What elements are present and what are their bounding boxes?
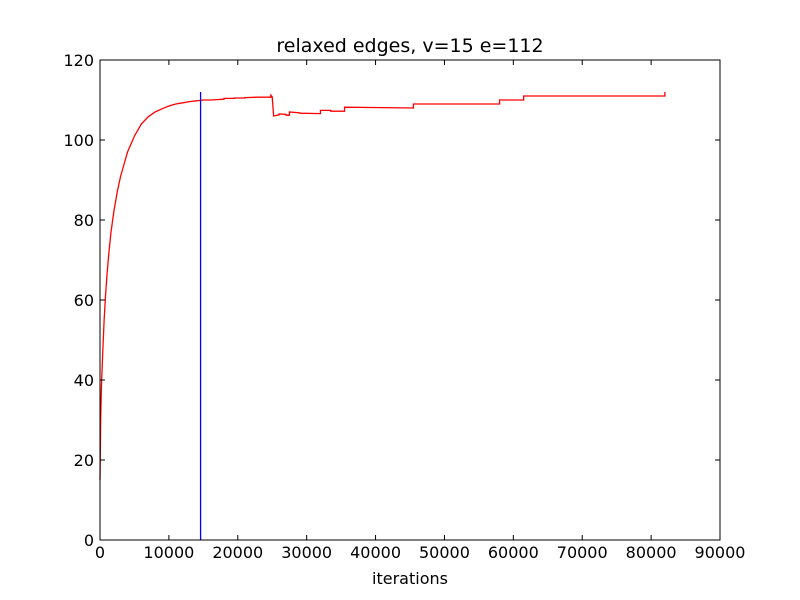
x-tick-label: 50000 — [419, 543, 470, 562]
y-tick-label: 100 — [63, 131, 94, 150]
chart-title: relaxed edges, v=15 e=112 — [276, 35, 543, 57]
series-line-1 — [99, 92, 666, 481]
y-tick-label: 20 — [74, 451, 94, 470]
x-axis-label: iterations — [372, 569, 448, 588]
x-tick-label: 30000 — [281, 543, 332, 562]
x-tick-label: 40000 — [350, 543, 401, 562]
x-tick-label: 70000 — [557, 543, 608, 562]
y-tick-label: 40 — [74, 371, 94, 390]
y-tick-label: 80 — [74, 211, 94, 230]
x-tick-label: 0 — [95, 543, 105, 562]
y-tick-label: 0 — [84, 531, 94, 550]
plot-area — [99, 92, 666, 540]
x-tick-label: 10000 — [143, 543, 194, 562]
y-tick-label: 120 — [63, 51, 94, 70]
y-tick-label: 60 — [74, 291, 94, 310]
x-tick-label: 20000 — [212, 543, 263, 562]
x-tick-label: 90000 — [695, 543, 746, 562]
x-tick-label: 80000 — [626, 543, 677, 562]
x-tick-label: 60000 — [488, 543, 539, 562]
ticks: 0 10000 20000 30000 40000 50000 60000 70000 8000… — [63, 51, 745, 562]
